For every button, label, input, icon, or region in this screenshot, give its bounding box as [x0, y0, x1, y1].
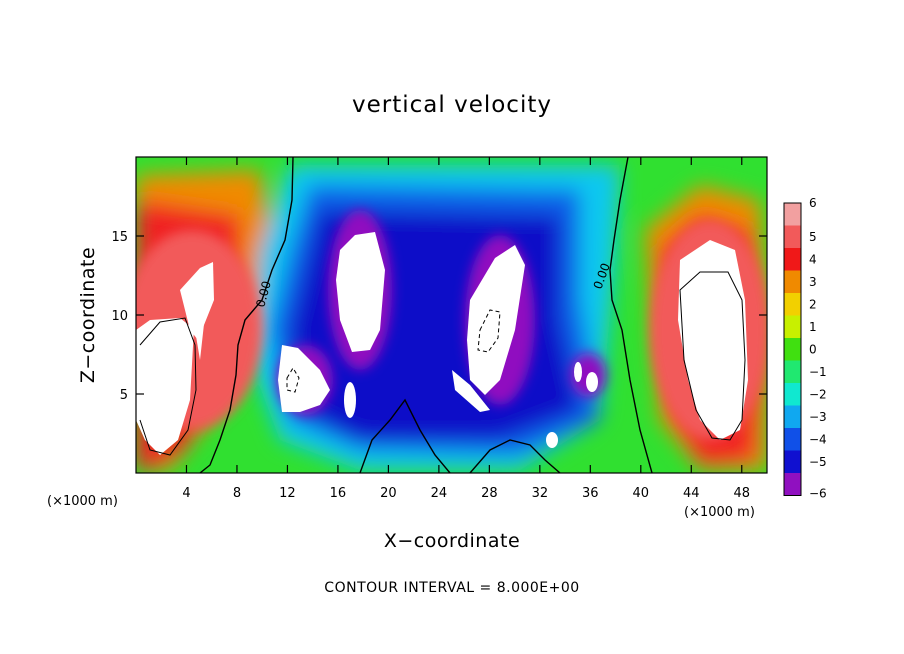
x-axis-title: X−coordinate — [384, 530, 520, 552]
colorbar-swatch — [784, 338, 801, 361]
colorbar-swatch — [784, 248, 801, 271]
y-tick-label: 5 — [120, 388, 128, 403]
contour-zero-bottom-2 — [469, 439, 561, 473]
core-cold-h — [546, 432, 558, 448]
colorbar-label: −6 — [809, 487, 827, 501]
core-cold-c — [278, 345, 330, 412]
chart-title: vertical velocity — [352, 92, 552, 118]
colorbar-swatch — [784, 270, 801, 293]
colorbar-swatch — [784, 428, 801, 451]
colorbar-label: 0 — [809, 342, 817, 356]
colorbar: 6 5 4 3 2 1 0 −1 −2 −3 −4 −5 −6 — [783, 196, 827, 501]
x-tick-label: 36 — [582, 486, 599, 501]
contour-positive-left — [139, 317, 197, 456]
colorbar-swatch — [784, 293, 801, 316]
x-tick-label: 16 — [330, 486, 347, 501]
colorbar-frame — [783, 202, 802, 496]
colorbar-swatch — [784, 203, 801, 226]
contour-interval-note: CONTOUR INTERVAL = 8.000E+00 — [324, 580, 579, 596]
x-tick-label: 48 — [733, 486, 750, 501]
colorbar-swatch — [784, 315, 801, 338]
colorbar-label: 5 — [809, 230, 817, 244]
contour-label-left: 0.00 — [253, 279, 273, 308]
y-axis-ticks: 5 10 15 — [111, 230, 767, 403]
colorbar-label: −5 — [809, 455, 827, 469]
core-cold-e — [344, 382, 356, 418]
contour-lines — [139, 157, 746, 473]
colorbar-swatch — [784, 473, 801, 496]
x-axis-unit-left: (×1000 m) — [47, 494, 118, 509]
x-tick-label: 12 — [279, 486, 296, 501]
contour-zero-left — [199, 157, 294, 473]
colorbar-swatch — [784, 405, 801, 428]
x-tick-label: 8 — [233, 486, 241, 501]
core-cold-f — [574, 362, 582, 382]
colorbar-swatch — [784, 383, 801, 406]
x-tick-label: 24 — [431, 486, 448, 501]
x-tick-label: 28 — [481, 486, 498, 501]
x-axis-unit-right: (×1000 m) — [684, 505, 755, 520]
colorbar-label: −3 — [809, 410, 827, 424]
colorbar-label: 2 — [809, 297, 817, 311]
colorbar-label: −1 — [809, 365, 827, 379]
contour-zero-right — [609, 157, 653, 473]
saturated-cores — [136, 232, 748, 455]
y-axis-title: Z−coordinate — [77, 247, 99, 383]
core-left-upper — [180, 262, 214, 340]
x-tick-label: 44 — [683, 486, 700, 501]
colorbar-label: −2 — [809, 387, 827, 401]
core-cold-d — [452, 370, 490, 412]
contour-negative-b — [286, 367, 300, 393]
x-tick-label: 4 — [182, 486, 190, 501]
core-cold-g — [586, 372, 598, 392]
x-axis-ticks: 4 8 12 16 20 24 28 32 36 40 44 48 — [182, 157, 750, 501]
colorbar-label: 6 — [809, 196, 817, 210]
colorbar-swatch — [784, 225, 801, 248]
heatmap-field — [136, 157, 767, 473]
contour-negative-a — [477, 309, 501, 353]
x-tick-label: 40 — [633, 486, 650, 501]
contour-zero-bottom — [359, 398, 451, 473]
y-tick-label: 10 — [111, 309, 128, 324]
colorbar-label: 3 — [809, 275, 817, 289]
x-tick-label: 20 — [380, 486, 397, 501]
x-tick-label: 32 — [532, 486, 549, 501]
colorbar-label: 1 — [809, 320, 817, 334]
core-cold-a — [336, 232, 385, 352]
colorbar-swatch — [784, 360, 801, 383]
y-tick-label: 15 — [111, 230, 128, 245]
contour-positive-right — [679, 271, 746, 441]
colorbar-label: 4 — [809, 252, 817, 266]
colorbar-swatch — [784, 450, 801, 473]
colorbar-label: −4 — [809, 432, 827, 446]
core-cold-b — [467, 245, 525, 395]
core-right — [678, 240, 748, 440]
